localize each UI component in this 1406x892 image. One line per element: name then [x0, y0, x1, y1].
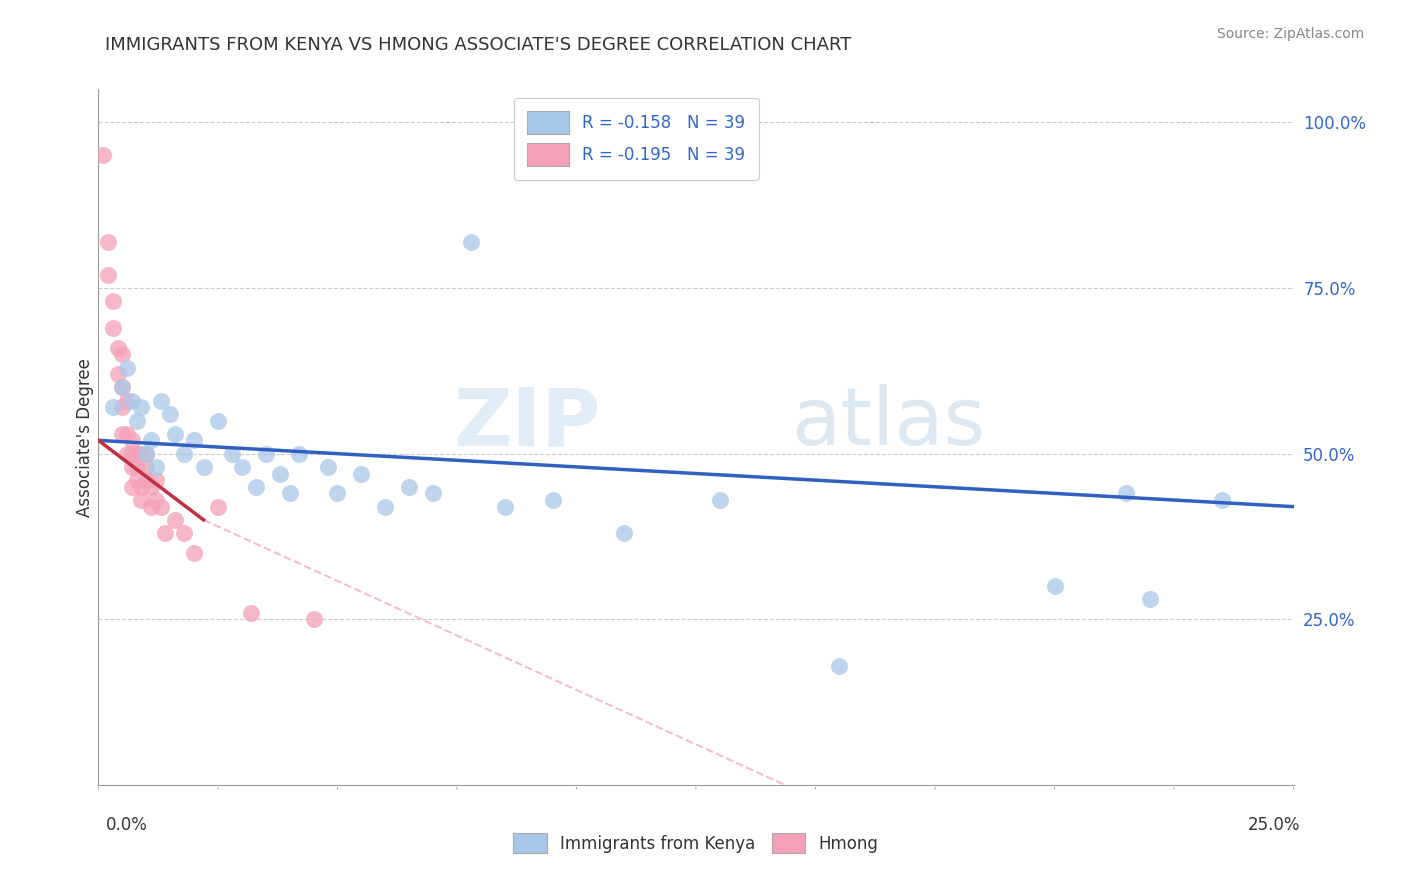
Point [269, 467, 291, 481]
Point [149, 393, 172, 408]
Point [326, 486, 349, 500]
Point [145, 493, 167, 508]
Text: Source: ZipAtlas.com: Source: ZipAtlas.com [1216, 27, 1364, 41]
Point [125, 473, 148, 487]
Point [231, 459, 253, 474]
Text: IMMIGRANTS FROM KENYA VS HMONG ASSOCIATE'S DEGREE CORRELATION CHART: IMMIGRANTS FROM KENYA VS HMONG ASSOCIATE… [105, 36, 852, 54]
Text: ZIP: ZIP [453, 384, 600, 462]
Point [1115, 486, 1137, 500]
Point [163, 513, 186, 527]
Point [135, 459, 157, 474]
Point [173, 447, 195, 461]
Point [101, 320, 124, 334]
Point [245, 480, 267, 494]
Point [207, 413, 229, 427]
Point [131, 401, 153, 415]
Text: 25.0%: 25.0% [1249, 816, 1301, 834]
Point [316, 459, 339, 474]
Point [1211, 493, 1233, 508]
Point [111, 401, 134, 415]
Point [278, 486, 301, 500]
Point [115, 360, 138, 375]
Point [115, 393, 138, 408]
Point [111, 426, 134, 441]
Point [135, 447, 157, 461]
Point [541, 493, 564, 508]
Point [221, 447, 243, 461]
Point [111, 380, 134, 394]
Point [240, 606, 263, 620]
Point [121, 459, 143, 474]
Point [111, 380, 134, 394]
Point [115, 447, 138, 461]
Point [97, 235, 120, 249]
Point [125, 413, 148, 427]
Point [125, 459, 148, 474]
Point [183, 434, 205, 448]
Point [460, 235, 482, 249]
Text: atlas: atlas [792, 384, 986, 462]
Point [139, 434, 162, 448]
Point [1139, 592, 1161, 607]
Point [131, 493, 153, 508]
Point [613, 526, 636, 541]
Point [121, 447, 143, 461]
Point [145, 459, 167, 474]
Point [302, 612, 325, 626]
Point [131, 480, 153, 494]
Point [254, 447, 277, 461]
Point [145, 473, 167, 487]
Point [374, 500, 396, 514]
Point [139, 480, 162, 494]
Point [422, 486, 444, 500]
Point [494, 500, 516, 514]
Point [155, 526, 177, 541]
Point [828, 658, 851, 673]
Point [101, 401, 124, 415]
Point [1043, 579, 1066, 593]
Point [125, 447, 148, 461]
Point [163, 426, 186, 441]
Point [183, 546, 205, 560]
Legend: Immigrants from Kenya, Hmong: Immigrants from Kenya, Hmong [506, 827, 886, 860]
Point [135, 447, 157, 461]
Point [135, 473, 157, 487]
Point [193, 459, 215, 474]
Point [149, 500, 172, 514]
Point [107, 367, 129, 381]
Text: 0.0%: 0.0% [105, 816, 148, 834]
Point [173, 526, 195, 541]
Point [121, 480, 143, 494]
Point [207, 500, 229, 514]
Y-axis label: Associate's Degree: Associate's Degree [76, 358, 94, 516]
Point [97, 268, 120, 282]
Point [121, 393, 143, 408]
Point [101, 294, 124, 309]
Point [350, 467, 373, 481]
Point [121, 434, 143, 448]
Point [91, 148, 114, 162]
Point [107, 341, 129, 355]
Point [398, 480, 420, 494]
Point [131, 447, 153, 461]
Point [709, 493, 731, 508]
Point [111, 347, 134, 361]
Point [115, 426, 138, 441]
Point [288, 447, 311, 461]
Point [139, 500, 162, 514]
Point [159, 407, 181, 421]
